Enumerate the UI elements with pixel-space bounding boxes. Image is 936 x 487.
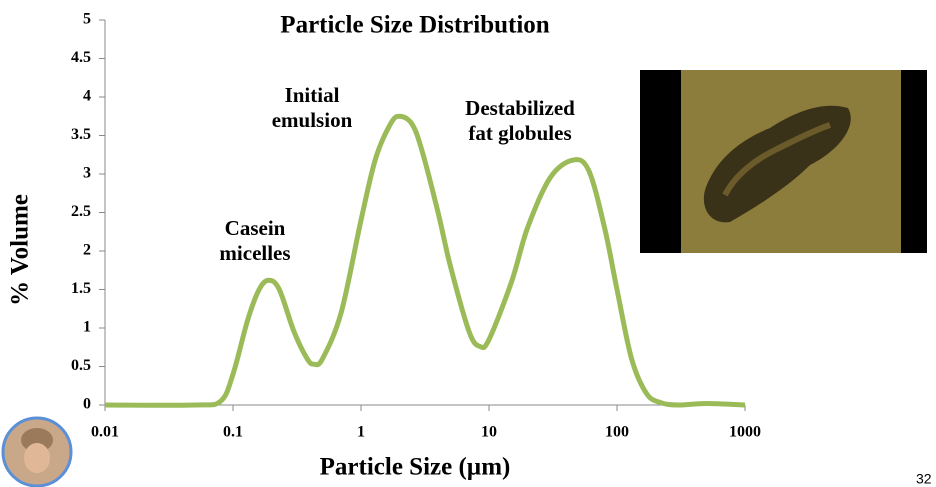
x-tick-label: 1000 [729, 424, 761, 441]
y-tick-label: 1.5 [71, 280, 91, 297]
y-tick-label: 2.5 [71, 203, 91, 220]
y-tick-label: 2 [83, 242, 91, 259]
micrograph [640, 70, 927, 253]
y-tick-label: 3.5 [71, 126, 91, 143]
y-tick-label: 0 [83, 396, 91, 413]
annotation: Initial [285, 83, 340, 107]
x-tick-label: 100 [605, 424, 629, 441]
chart-title: Particle Size Distribution [280, 12, 549, 39]
presenter-avatar [1, 416, 73, 487]
x-tick-label: 1 [357, 424, 365, 441]
y-tick-label: 5 [83, 11, 91, 28]
y-axis-title: % Volume [7, 194, 34, 306]
y-tick-label: 1 [83, 319, 91, 336]
page-number: 32 [916, 471, 932, 487]
data-line [104, 113, 746, 408]
annotation: fat globules [468, 121, 571, 145]
y-tick-label: 4.5 [71, 49, 91, 66]
y-tick-label: 3 [83, 165, 91, 182]
x-tick-label: 10 [481, 424, 497, 441]
annotation: Destabilized [465, 96, 575, 120]
x-tick-label: 0.1 [223, 424, 243, 441]
annotation: emulsion [272, 108, 353, 132]
y-tick-label: 4 [83, 88, 91, 105]
y-tick-label: 0.5 [71, 357, 91, 374]
annotation: Casein [225, 216, 286, 240]
x-tick-label: 0.01 [91, 424, 119, 441]
annotation: micelles [219, 241, 290, 265]
x-axis-title: Particle Size (µm) [320, 454, 511, 481]
